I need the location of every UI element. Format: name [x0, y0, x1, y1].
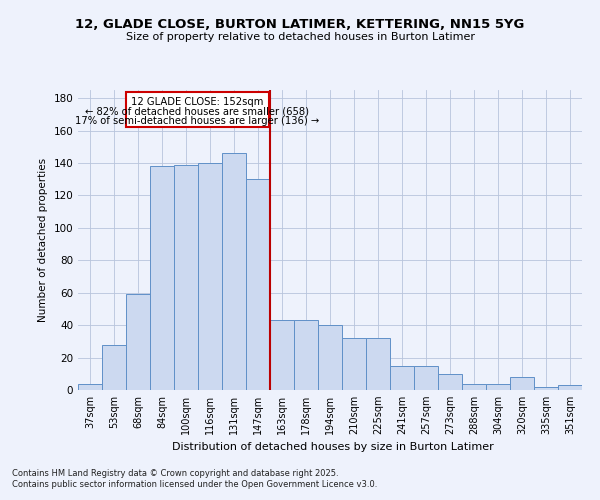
Bar	[126, 294, 150, 390]
Text: Distribution of detached houses by size in Burton Latimer: Distribution of detached houses by size …	[172, 442, 494, 452]
Bar	[174, 164, 198, 390]
Bar	[390, 366, 414, 390]
Bar	[342, 338, 366, 390]
Bar	[246, 179, 270, 390]
Text: Contains public sector information licensed under the Open Government Licence v3: Contains public sector information licen…	[12, 480, 377, 489]
Bar	[318, 325, 342, 390]
Bar	[78, 384, 102, 390]
Text: ← 82% of detached houses are smaller (658): ← 82% of detached houses are smaller (65…	[85, 106, 310, 116]
Bar	[510, 377, 534, 390]
Bar	[462, 384, 486, 390]
Bar	[438, 374, 462, 390]
Bar	[198, 163, 222, 390]
Text: 17% of semi-detached houses are larger (136) →: 17% of semi-detached houses are larger (…	[75, 116, 320, 126]
Bar	[414, 366, 438, 390]
Bar	[150, 166, 174, 390]
Bar	[534, 387, 558, 390]
Bar	[294, 320, 318, 390]
Bar	[486, 384, 510, 390]
Bar	[270, 320, 294, 390]
Bar	[126, 92, 269, 128]
Text: 12, GLADE CLOSE, BURTON LATIMER, KETTERING, NN15 5YG: 12, GLADE CLOSE, BURTON LATIMER, KETTERI…	[76, 18, 524, 30]
Bar	[102, 344, 126, 390]
Text: Size of property relative to detached houses in Burton Latimer: Size of property relative to detached ho…	[125, 32, 475, 42]
Bar	[366, 338, 390, 390]
Text: Contains HM Land Registry data © Crown copyright and database right 2025.: Contains HM Land Registry data © Crown c…	[12, 468, 338, 477]
Bar	[222, 153, 246, 390]
Text: 12 GLADE CLOSE: 152sqm: 12 GLADE CLOSE: 152sqm	[131, 96, 263, 106]
Bar	[558, 385, 582, 390]
Y-axis label: Number of detached properties: Number of detached properties	[38, 158, 48, 322]
